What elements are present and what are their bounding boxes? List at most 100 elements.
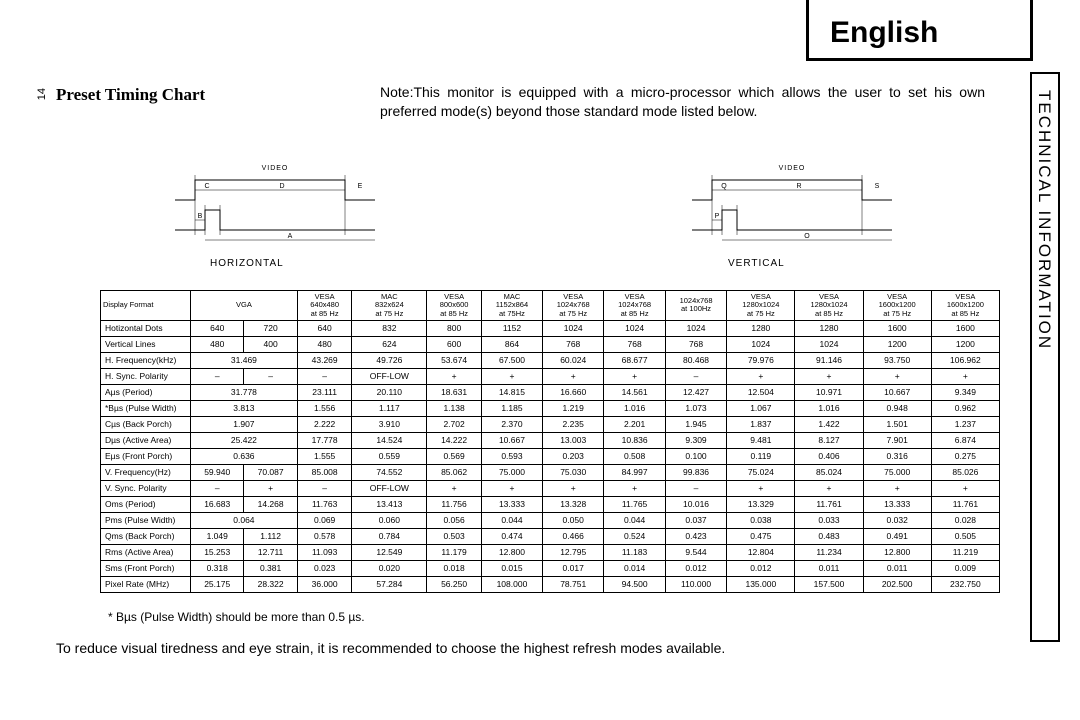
cell: 640 [191,320,244,336]
cell: 2.222 [297,416,352,432]
svg-text:B: B [198,213,203,220]
cell: 1.945 [665,416,726,432]
cell: 75.000 [863,464,931,480]
vertical-timing-diagram: VIDEO Q R S P O [682,160,902,270]
cell: 480 [297,336,352,352]
cell: 10.667 [481,432,542,448]
cell: 8.127 [795,432,863,448]
cell: 0.962 [931,400,999,416]
video-label-v: VIDEO [779,165,806,172]
cell: 17.778 [297,432,352,448]
cell: 600 [427,336,482,352]
cell: 0.020 [352,560,427,576]
cell: 768 [604,336,665,352]
cell: 400 [244,336,297,352]
svg-text:R: R [796,183,801,190]
cell: 3.813 [191,400,298,416]
cell: 0.636 [191,448,298,464]
cell: 0.505 [931,528,999,544]
cell: 57.284 [352,576,427,592]
cell: + [931,368,999,384]
row-label: *Bµs (Pulse Width) [101,400,191,416]
cell: 800 [427,320,482,336]
cell: 0.012 [727,560,795,576]
cell: 1.117 [352,400,427,416]
cell: 74.552 [352,464,427,480]
cell: 0.578 [297,528,352,544]
page-title: Preset Timing Chart [56,85,205,105]
cell: 1.067 [727,400,795,416]
cell: 70.087 [244,464,297,480]
cell: + [795,368,863,384]
cell: 1200 [931,336,999,352]
cell: 14.222 [427,432,482,448]
cell: 1600 [863,320,931,336]
cell: 0.012 [665,560,726,576]
cell: 12.804 [727,544,795,560]
cell: 85.062 [427,464,482,480]
cell: 68.677 [604,352,665,368]
cell: 75.024 [727,464,795,480]
cell: 157.500 [795,576,863,592]
cell: 0.948 [863,400,931,416]
row-label: V. Frequency(Hz) [101,464,191,480]
cell: 640 [297,320,352,336]
cell: 720 [244,320,297,336]
cell: – [665,480,726,496]
row-label: Oms (Period) [101,496,191,512]
cell: 0.015 [481,560,542,576]
row-label: Eµs (Front Porch) [101,448,191,464]
cell: 10.971 [795,384,863,400]
cell: – [191,480,244,496]
cell: 0.023 [297,560,352,576]
cell: – [297,480,352,496]
cell: 85.026 [931,464,999,480]
cell: 768 [542,336,603,352]
cell: – [665,368,726,384]
cell: 0.033 [795,512,863,528]
col-header-0: VGA [191,291,298,321]
cell: 12.795 [542,544,603,560]
row-label: H. Frequency(kHz) [101,352,191,368]
top-rule-left [806,0,809,58]
cell: 13.003 [542,432,603,448]
cell: 108.000 [481,576,542,592]
language-label: English [830,16,938,50]
row-label: Vertical Lines [101,336,191,352]
cell: 12.427 [665,384,726,400]
row-label: Dµs (Active Area) [101,432,191,448]
cell: 13.328 [542,496,603,512]
cell: 23.111 [297,384,352,400]
top-rule-right [1030,0,1033,58]
cell: 1.422 [795,416,863,432]
cell: 1.555 [297,448,352,464]
cell: 79.976 [727,352,795,368]
cell: 12.549 [352,544,427,560]
cell: 1200 [863,336,931,352]
cell: 0.406 [795,448,863,464]
header-display-format: Display Format [101,291,191,321]
footnote-pulse: * Bµs (Pulse Width) should be more than … [108,610,365,624]
cell: 0.032 [863,512,931,528]
top-hr [806,58,1033,61]
cell: 0.060 [352,512,427,528]
cell: 135.000 [727,576,795,592]
cell: 28.322 [244,576,297,592]
cell: + [863,480,931,496]
col-header-1: VESA640x480at 85 Hz [297,291,352,321]
cell: 3.910 [352,416,427,432]
cell: + [244,480,297,496]
cell: 31.469 [191,352,298,368]
cell: 1.049 [191,528,244,544]
cell: 0.316 [863,448,931,464]
cell: + [481,368,542,384]
cell: 232.750 [931,576,999,592]
cell: 31.778 [191,384,298,400]
video-label: VIDEO [262,165,289,172]
cell: 13.329 [727,496,795,512]
cell: 1024 [727,336,795,352]
cell: 13.413 [352,496,427,512]
cell: 36.000 [297,576,352,592]
cell: 14.524 [352,432,427,448]
horizontal-timing-diagram: VIDEO C D E B A [165,160,385,270]
